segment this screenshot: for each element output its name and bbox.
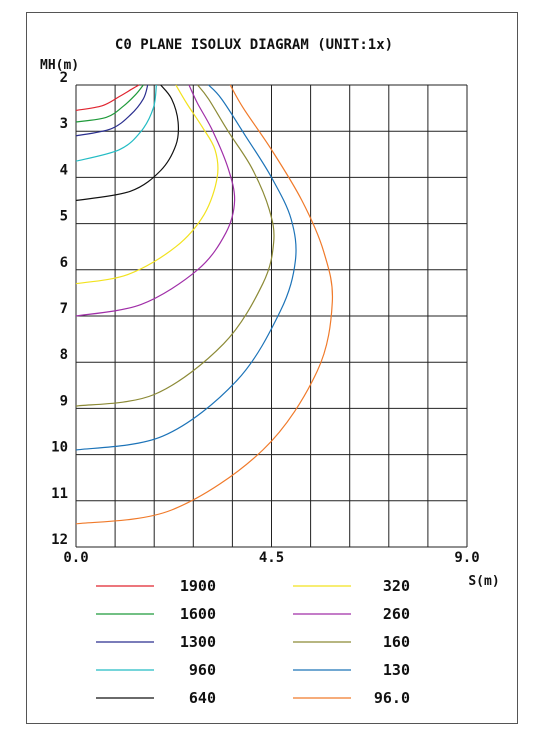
legend-label: 320 xyxy=(383,577,410,595)
y-axis-label: MH(m) xyxy=(40,58,79,73)
y-tick-label: 11 xyxy=(51,486,68,502)
y-tick-label: 7 xyxy=(60,301,68,317)
legend-label: 640 xyxy=(189,689,216,707)
chart-title: C0 PLANE ISOLUX DIAGRAM (UNIT:1x) xyxy=(115,37,393,53)
legend-label: 1900 xyxy=(180,577,216,595)
legend: 1900 1600 1300 960 640 320 260 160 130 96.0 xyxy=(96,577,410,707)
y-tick-label: 6 xyxy=(60,255,68,271)
legend-label: 1300 xyxy=(180,633,216,651)
x-tick-label: 4.5 xyxy=(259,550,284,566)
isolux-line-260 xyxy=(75,84,236,317)
isolux-line-640 xyxy=(75,84,180,202)
isolux-line-1900 xyxy=(75,84,140,111)
x-axis-label: S(m) xyxy=(468,574,499,589)
y-tick-label: 2 xyxy=(60,70,68,86)
legend-label: 260 xyxy=(383,605,410,623)
isolux-line-130 xyxy=(75,84,297,451)
x-tick-label: 9.0 xyxy=(454,550,479,566)
y-tick-label: 10 xyxy=(51,440,68,456)
isolux-line-160 xyxy=(75,84,275,407)
isolux-line-1300 xyxy=(75,84,149,137)
y-tick-label: 9 xyxy=(60,393,68,409)
legend-label: 96.0 xyxy=(374,689,410,707)
isolux-line-1600 xyxy=(75,84,144,123)
y-tick-label: 4 xyxy=(60,162,68,178)
y-tick-label: 8 xyxy=(60,347,68,363)
grid xyxy=(75,84,468,548)
y-tick-label: 12 xyxy=(51,532,68,548)
y-tick-label: 5 xyxy=(60,209,68,225)
y-tick-label: 3 xyxy=(60,116,68,132)
x-tick-label: 0.0 xyxy=(63,550,88,566)
legend-label: 960 xyxy=(189,661,216,679)
isolux-line-96-0 xyxy=(75,84,334,525)
series-lines xyxy=(75,84,334,525)
legend-label: 130 xyxy=(383,661,410,679)
isolux-line-960 xyxy=(75,84,157,162)
legend-label: 160 xyxy=(383,633,410,651)
legend-label: 1600 xyxy=(180,605,216,623)
tick-labels: 2 3 4 5 6 7 8 9 10 11 12 0.0 4.5 9.0 xyxy=(51,70,480,566)
isolux-line-320 xyxy=(75,84,219,285)
